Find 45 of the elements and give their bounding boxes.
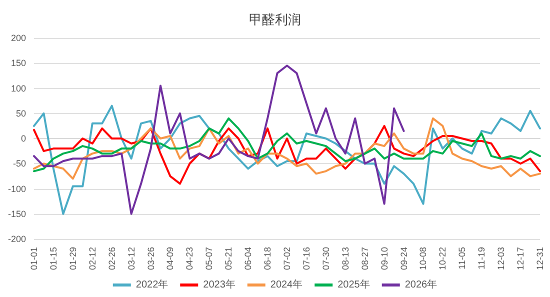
x-tick-label: 06-18: [262, 247, 273, 270]
x-tick-label: 09-10: [379, 247, 390, 270]
x-tick-label: 12-03: [496, 247, 506, 270]
x-tick-label: 07-16: [301, 247, 312, 270]
y-tick-label: -100: [8, 184, 26, 194]
x-tick-label: 05-21: [224, 247, 234, 270]
legend-label: 2023年: [203, 278, 236, 290]
y-tick-label: -150: [8, 208, 26, 219]
x-tick-label: 09-24: [398, 247, 409, 270]
x-tick-label: 01-29: [68, 247, 78, 270]
x-tick-label: 12-17: [516, 247, 526, 270]
y-tick-label: 50: [16, 108, 26, 118]
x-tick-label: 10-08: [418, 247, 428, 270]
line-series: [33, 104, 541, 215]
legend-label: 2022年: [136, 278, 168, 290]
y-tick-label: -50: [12, 158, 26, 169]
line-series: [33, 124, 541, 185]
x-tick-label: 11-05: [457, 247, 468, 270]
x-tick-label: 02-26: [106, 247, 117, 270]
legend-label: 2024年: [270, 278, 303, 290]
x-tick-label: 01-01: [29, 247, 39, 270]
y-tick-label: 0: [20, 134, 26, 144]
x-tick-label: 08-13: [340, 247, 350, 270]
y-tick-label: 100: [10, 83, 26, 94]
legend-label: 2026年: [404, 278, 438, 290]
x-tick-label: 11-19: [476, 247, 487, 270]
line-series: [33, 64, 405, 215]
y-tick-label: 150: [10, 58, 26, 68]
x-tick-label: 12-31: [535, 247, 545, 270]
x-tick-label: 07-30: [320, 247, 331, 270]
chart-title: 甲醛利润: [249, 12, 301, 27]
y-tick-label: -200: [8, 234, 26, 244]
x-tick-label: 06-04: [243, 247, 254, 270]
x-tick-label: 04-23: [184, 247, 195, 270]
x-tick-label: 05-07: [204, 247, 214, 270]
x-tick-label: 02-12: [87, 247, 98, 270]
y-tick-label: 200: [10, 33, 26, 43]
x-tick-label: 07-02: [282, 247, 292, 270]
x-tick-label: 04-09: [165, 247, 176, 270]
x-tick-label: 03-26: [146, 247, 156, 270]
x-tick-label: 08-27: [360, 247, 370, 270]
x-tick-label: 10-22: [438, 247, 448, 270]
x-tick-label: 01-15: [48, 247, 58, 270]
x-tick-label: 03-12: [126, 247, 136, 270]
legend-label: 2025年: [338, 278, 370, 290]
